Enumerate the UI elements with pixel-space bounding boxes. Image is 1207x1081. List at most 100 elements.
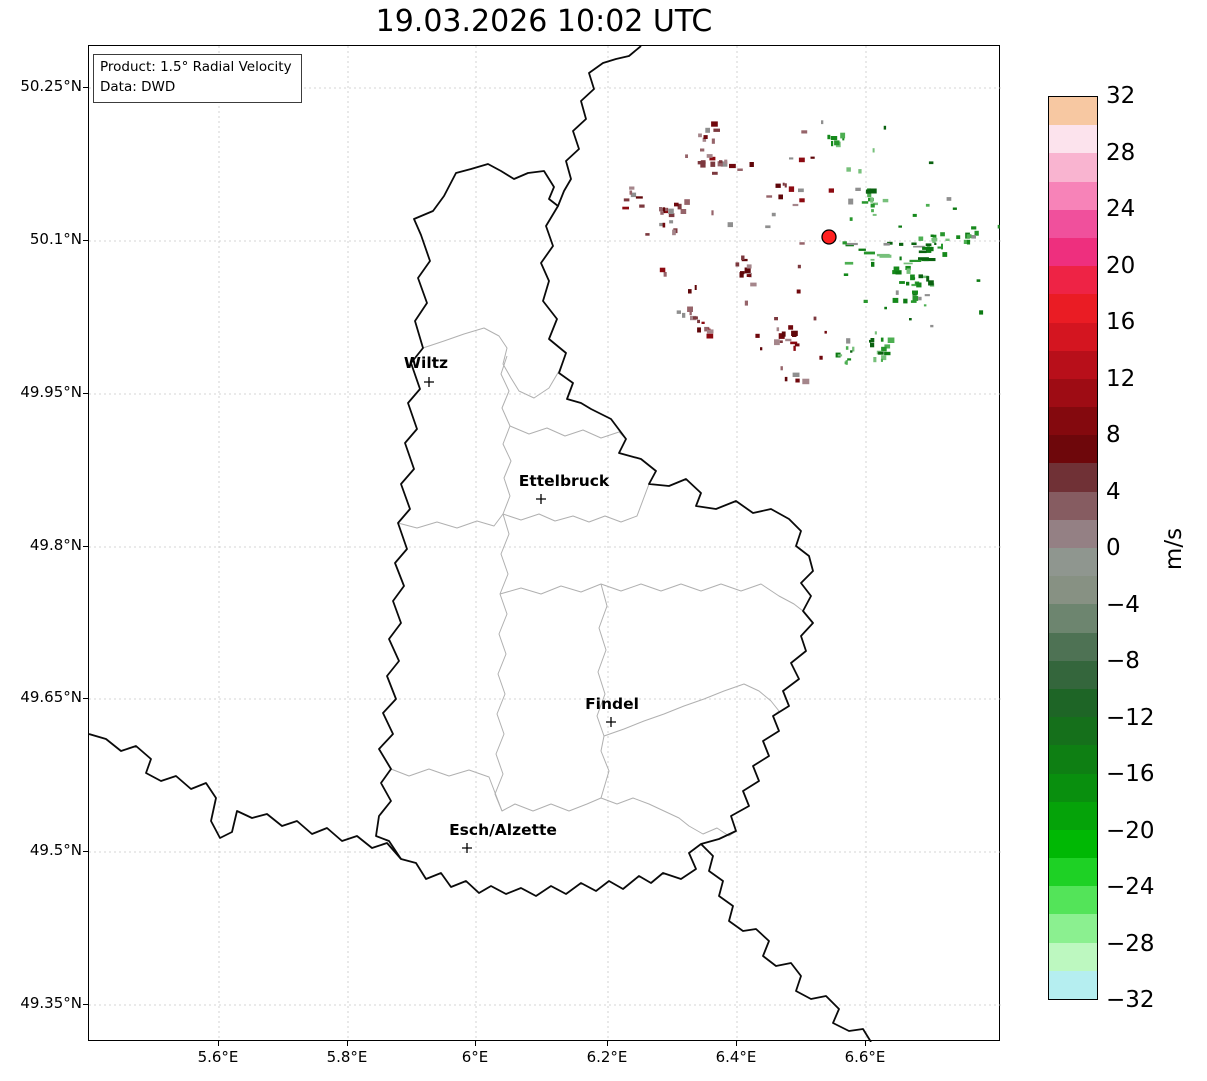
colorbar-tick-label: −16: [1106, 761, 1155, 787]
colorbar-cell: [1049, 181, 1097, 210]
radar-echo: [918, 236, 924, 241]
radar-echo: [932, 234, 937, 240]
radar-echo: [719, 160, 723, 164]
radar-echo: [870, 338, 875, 343]
radar-echo: [760, 347, 763, 351]
radar-echo: [785, 338, 792, 342]
radar-echo: [630, 192, 637, 198]
radar-echo: [789, 157, 794, 160]
radar-echo: [780, 366, 783, 371]
y-tick-label: 49.95°N: [20, 383, 82, 401]
colorbar-cell: [1049, 125, 1097, 154]
city-marker: [424, 377, 434, 387]
radar-echo: [963, 239, 968, 244]
radar-echo: [880, 358, 883, 362]
radar-echo: [662, 207, 666, 214]
radar-echo: [796, 289, 801, 294]
radar-echo: [884, 344, 891, 349]
neighbor-country-border: [557, 46, 642, 207]
radar-echo: [680, 209, 687, 214]
radar-echo: [659, 267, 666, 273]
colorbar-cell: [1049, 378, 1097, 408]
colorbar-unit-label: m/s: [1161, 527, 1187, 571]
radar-echo: [872, 213, 877, 216]
radar-echo: [870, 197, 873, 203]
radar-echo: [819, 355, 823, 360]
radar-echo: [878, 351, 884, 355]
radar-echo: [884, 351, 891, 356]
radar-echo: [869, 188, 877, 194]
radar-echo: [674, 202, 679, 207]
radar-echo: [724, 159, 728, 164]
radar-echo: [880, 337, 884, 342]
radar-echo: [713, 128, 720, 132]
colorbar-tick-label: 32: [1106, 83, 1136, 109]
radar-echo: [842, 241, 847, 245]
radar-echo: [744, 300, 748, 306]
x-tick-mark: [475, 1041, 476, 1046]
radar-echo: [700, 160, 706, 164]
colorbar-cell: [1049, 942, 1097, 971]
radar-echo: [697, 327, 701, 333]
colorbar-cell: [1049, 237, 1097, 267]
colorbar-cell: [1049, 294, 1097, 323]
radar-echo: [974, 230, 979, 236]
colorbar-cell: [1049, 576, 1097, 605]
radar-echo: [997, 224, 1000, 229]
radar-echo: [711, 138, 715, 144]
radar-echo: [706, 154, 713, 158]
colorbar-cell: [1049, 829, 1097, 859]
colorbar-tick-label: −12: [1106, 704, 1155, 731]
radar-echo: [976, 279, 981, 282]
radar-echo: [779, 340, 783, 343]
radar-echo: [689, 311, 692, 316]
radar-echo: [911, 283, 917, 287]
radar-echo: [912, 293, 917, 296]
radar-echo: [966, 234, 972, 239]
radar-echo: [717, 161, 723, 167]
radar-echo: [740, 271, 745, 275]
radar-echo: [845, 360, 848, 365]
radar-echo: [909, 318, 912, 321]
radar-echo: [766, 195, 773, 198]
colorbar-cell: [1049, 548, 1097, 577]
y-tick-label: 49.5°N: [29, 841, 82, 859]
radar-echo: [795, 378, 800, 383]
radar-echo: [622, 206, 629, 210]
radar-echo: [824, 330, 827, 334]
radar-echo: [729, 163, 736, 169]
radar-echo: [966, 239, 971, 245]
colorbar-tick-label: −20: [1106, 817, 1155, 844]
radar-echo: [863, 299, 868, 303]
x-tick-mark: [607, 1041, 608, 1046]
radar-echo: [749, 162, 754, 167]
radar-echo: [668, 208, 674, 214]
radar-echo: [849, 217, 853, 221]
radar-site-marker: [821, 229, 837, 245]
radar-echo: [923, 304, 927, 307]
radar-echo: [775, 183, 781, 188]
district-border: [397, 483, 650, 529]
colorbar-cell: [1049, 322, 1097, 351]
y-tick-mark: [83, 851, 88, 852]
radar-echo: [879, 254, 892, 258]
radar-echo: [899, 242, 904, 246]
neighbor-country-border: [700, 843, 872, 1042]
radar-echo: [706, 333, 714, 339]
product-label: Product: 1.5° Radial Velocity: [100, 59, 292, 75]
x-tick-label: 6.6°E: [844, 1048, 886, 1066]
radar-echo: [793, 345, 796, 351]
radar-echo: [712, 171, 718, 175]
y-tick-mark: [83, 546, 88, 547]
colorbar-tick-label: 24: [1106, 196, 1136, 222]
district-border: [494, 513, 510, 812]
radar-echo: [840, 132, 846, 139]
radar-echo: [903, 298, 908, 304]
city-label: Ettelbruck: [519, 472, 610, 490]
colorbar-tick-label: −32: [1106, 987, 1155, 1013]
radar-echo: [697, 319, 700, 324]
radar-echo: [798, 188, 804, 193]
radar-echo: [952, 207, 957, 210]
radar-echo: [843, 273, 849, 276]
radar-echo: [663, 272, 667, 277]
